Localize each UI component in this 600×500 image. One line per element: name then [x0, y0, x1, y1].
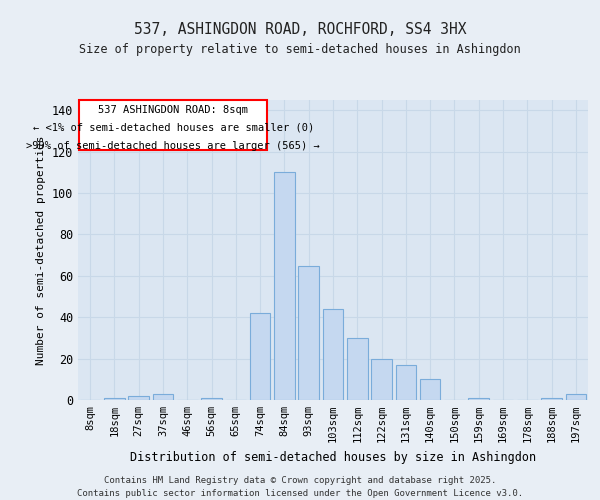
- Text: 537 ASHINGDON ROAD: 8sqm: 537 ASHINGDON ROAD: 8sqm: [98, 105, 248, 115]
- Text: Size of property relative to semi-detached houses in Ashingdon: Size of property relative to semi-detach…: [79, 42, 521, 56]
- FancyBboxPatch shape: [79, 100, 268, 150]
- Y-axis label: Number of semi-detached properties: Number of semi-detached properties: [36, 135, 46, 365]
- Bar: [323, 309, 343, 400]
- Bar: [152, 394, 173, 400]
- Text: Contains HM Land Registry data © Crown copyright and database right 2025.
Contai: Contains HM Land Registry data © Crown c…: [77, 476, 523, 498]
- Bar: [541, 398, 562, 400]
- Text: >99% of semi-detached houses are larger (565) →: >99% of semi-detached houses are larger …: [26, 142, 320, 152]
- Bar: [274, 172, 295, 400]
- X-axis label: Distribution of semi-detached houses by size in Ashingdon: Distribution of semi-detached houses by …: [130, 450, 536, 464]
- Bar: [104, 398, 125, 400]
- Bar: [347, 338, 368, 400]
- Bar: [298, 266, 319, 400]
- Bar: [566, 394, 586, 400]
- Bar: [250, 313, 271, 400]
- Text: ← <1% of semi-detached houses are smaller (0): ← <1% of semi-detached houses are smalle…: [32, 123, 314, 133]
- Bar: [371, 358, 392, 400]
- Bar: [395, 365, 416, 400]
- Bar: [201, 398, 222, 400]
- Text: 537, ASHINGDON ROAD, ROCHFORD, SS4 3HX: 537, ASHINGDON ROAD, ROCHFORD, SS4 3HX: [134, 22, 466, 38]
- Bar: [420, 380, 440, 400]
- Bar: [469, 398, 489, 400]
- Bar: [128, 396, 149, 400]
